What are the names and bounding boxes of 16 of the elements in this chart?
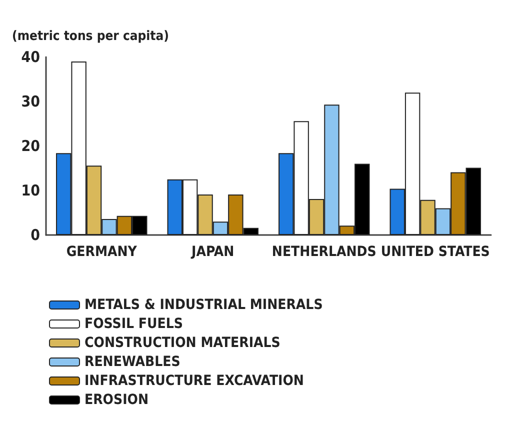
x-tick-label: JAPAN <box>190 244 234 260</box>
y-tick-label: 0 <box>30 226 40 244</box>
legend-label: FOSSIL FUELS <box>84 316 183 332</box>
y-tick-label: 30 <box>21 92 40 110</box>
x-tick-label: UNITED STATES <box>380 244 490 260</box>
legend-label: INFRASTRUCTURE EXCAVATION <box>84 373 304 389</box>
x-tick-label: NETHERLANDS <box>272 244 376 260</box>
legend-label: CONSTRUCTION MATERIALS <box>84 335 280 351</box>
legend-label: EROSION <box>84 392 149 408</box>
legend-label: METALS & INDUSTRIAL MINERALS <box>84 297 323 313</box>
y-axis-title: (metric tons per capita) <box>12 29 169 44</box>
y-tick-label: 10 <box>21 182 40 200</box>
y-tick-label: 20 <box>21 137 40 155</box>
legend-label: RENEWABLES <box>84 354 180 370</box>
y-tick-label: 40 <box>21 48 40 66</box>
x-tick-label: GERMANY <box>66 244 138 260</box>
